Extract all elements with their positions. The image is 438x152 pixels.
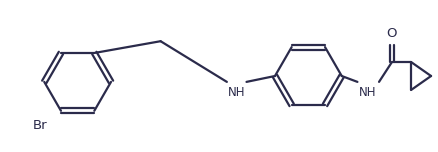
Text: NH: NH: [227, 86, 245, 99]
Text: O: O: [386, 27, 396, 40]
Text: Br: Br: [32, 119, 47, 132]
Text: NH: NH: [358, 86, 375, 99]
